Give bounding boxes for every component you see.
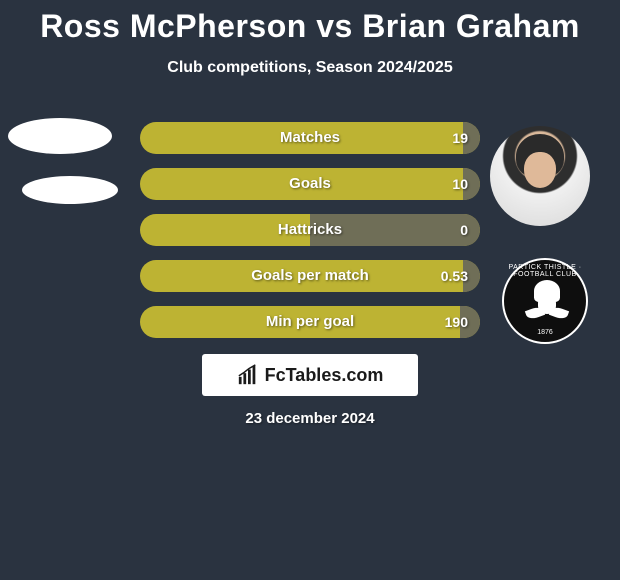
comparison-infographic: Ross McPherson vs Brian Graham Club comp…	[0, 0, 620, 580]
stat-row: Goals per match0.53	[140, 260, 480, 292]
stat-value-right: 10	[452, 168, 468, 200]
stat-value-right: 19	[452, 122, 468, 154]
stat-label: Min per goal	[140, 306, 480, 338]
stat-row: Min per goal190	[140, 306, 480, 338]
stat-row: Matches19	[140, 122, 480, 154]
stat-row: Hattricks0	[140, 214, 480, 246]
stat-value-right: 190	[445, 306, 468, 338]
stat-label: Goals per match	[140, 260, 480, 292]
stat-label: Goals	[140, 168, 480, 200]
page-subtitle: Club competitions, Season 2024/2025	[0, 59, 620, 77]
stat-value-right: 0.53	[441, 260, 468, 292]
badge-text-top: PARTICK THISTLE · FOOTBALL CLUB	[504, 264, 586, 278]
branding-text: FcTables.com	[265, 365, 384, 386]
stat-label: Hattricks	[140, 214, 480, 246]
badge-text-bottom: 1876	[504, 329, 586, 336]
right-club-badge: PARTICK THISTLE · FOOTBALL CLUB 1876	[502, 258, 588, 344]
branding-box: FcTables.com	[202, 354, 418, 396]
stat-row: Goals10	[140, 168, 480, 200]
bar-chart-icon	[237, 364, 259, 386]
left-club-badge	[22, 176, 118, 204]
page-title: Ross McPherson vs Brian Graham	[0, 0, 620, 45]
stat-label: Matches	[140, 122, 480, 154]
footer-date: 23 december 2024	[0, 410, 620, 427]
stat-rows: Matches19 Goals10 Hattricks0 Goals per matc…	[140, 122, 480, 352]
left-player-avatar	[8, 118, 112, 154]
thistle-icon	[526, 280, 568, 322]
right-player-avatar	[490, 126, 590, 226]
stat-value-right: 0	[460, 214, 468, 246]
